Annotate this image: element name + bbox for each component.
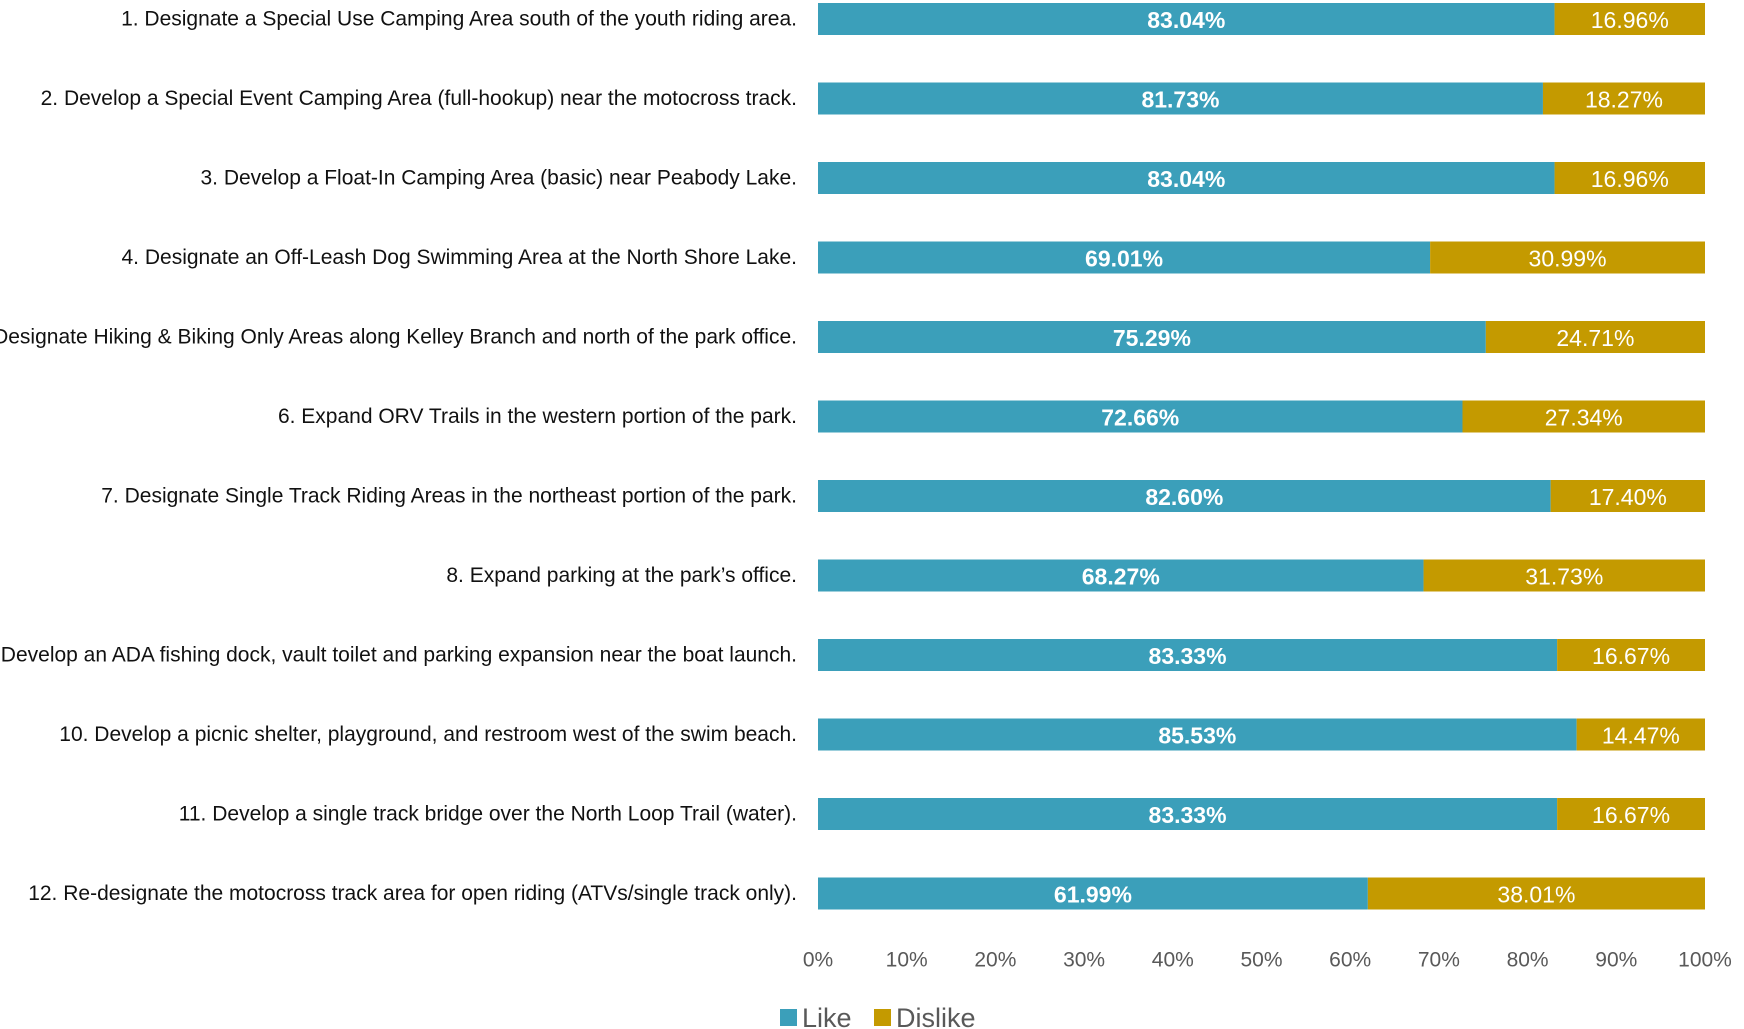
bar-like [818, 241, 1431, 274]
bar-dislike [1557, 639, 1705, 671]
bar-dislike [1430, 241, 1705, 274]
bar-like [818, 162, 1555, 194]
category-labels: 1. Designate a Special Use Camping Area … [0, 8, 797, 906]
bar-dislike [1576, 718, 1705, 751]
bar-dislike [1542, 82, 1705, 115]
x-tick-label: 100% [1678, 949, 1732, 972]
data-label-like: 83.33% [1149, 802, 1227, 828]
data-label-dislike: 38.01% [1497, 882, 1575, 908]
data-label-like: 83.33% [1149, 643, 1227, 669]
bar-like [818, 3, 1555, 35]
data-label-like: 83.04% [1147, 7, 1225, 33]
bar-dislike [1557, 798, 1705, 830]
data-label-dislike: 16.67% [1592, 802, 1670, 828]
category-label: 11. Develop a single track bridge over t… [179, 803, 797, 826]
data-label-dislike: 27.34% [1545, 405, 1623, 431]
x-tick-label: 80% [1507, 949, 1549, 972]
x-axis-ticks: 0% 10% 20% 30% 40% 50% 60% 70% 80% 90% 100% [803, 949, 1732, 972]
bar-like [818, 82, 1543, 115]
bar-like [818, 718, 1577, 751]
category-label: 6. Expand ORV Trails in the western port… [278, 405, 797, 428]
bar-dislike [1462, 400, 1705, 433]
legend: Like Dislike [780, 1003, 976, 1029]
data-label-dislike: 31.73% [1525, 564, 1603, 590]
bar-dislike [1367, 877, 1705, 910]
bar-like [818, 559, 1424, 592]
bar-dislike [1485, 321, 1705, 353]
data-label-like: 61.99% [1054, 882, 1132, 908]
data-label-dislike: 30.99% [1529, 246, 1607, 272]
bar-dislike [1554, 3, 1705, 35]
data-label-like: 82.60% [1145, 484, 1223, 510]
category-label: 4. Designate an Off-Leash Dog Swimming A… [122, 246, 798, 269]
data-label-like: 81.73% [1141, 87, 1219, 113]
legend-swatch-like [780, 1009, 797, 1026]
data-label-like: 69.01% [1085, 246, 1163, 272]
category-label: 5. Designate Hiking & Biking Only Areas … [0, 326, 797, 349]
data-label-like: 83.04% [1147, 166, 1225, 192]
category-label: 7. Designate Single Track Riding Areas i… [101, 485, 797, 508]
x-tick-label: 0% [803, 949, 833, 972]
x-tick-label: 20% [974, 949, 1016, 972]
category-label: 8. Expand parking at the park’s office. [446, 564, 797, 587]
category-label: 3. Develop a Float-In Camping Area (basi… [200, 167, 797, 190]
data-label-like: 68.27% [1082, 564, 1160, 590]
legend-label-like: Like [802, 1003, 852, 1029]
data-label-dislike: 17.40% [1589, 484, 1667, 510]
x-tick-label: 40% [1152, 949, 1194, 972]
x-tick-label: 60% [1329, 949, 1371, 972]
x-tick-label: 10% [886, 949, 928, 972]
bar-like [818, 400, 1463, 433]
data-label-like: 72.66% [1101, 405, 1179, 431]
x-tick-label: 50% [1240, 949, 1282, 972]
data-label-dislike: 18.27% [1585, 87, 1663, 113]
bar-like [818, 877, 1368, 910]
bars: 83.04% 16.96% 81.73% 18.27% 83.04% 16.96% 69.0… [818, 3, 1705, 910]
legend-swatch-dislike [874, 1009, 891, 1026]
data-label-like: 85.53% [1158, 723, 1236, 749]
legend-label-dislike: Dislike [896, 1003, 976, 1029]
bar-dislike [1423, 559, 1705, 592]
bar-like [818, 321, 1486, 353]
data-label-like: 75.29% [1113, 325, 1191, 351]
x-tick-label: 90% [1595, 949, 1637, 972]
data-label-dislike: 16.67% [1592, 643, 1670, 669]
data-label-dislike: 14.47% [1602, 723, 1680, 749]
bar-like [818, 639, 1558, 671]
category-label: 10. Develop a picnic shelter, playground… [59, 723, 797, 746]
bar-dislike [1550, 480, 1705, 512]
data-label-dislike: 24.71% [1556, 325, 1634, 351]
category-label: 9. Develop an ADA fishing dock, vault to… [0, 644, 797, 667]
category-label: 1. Designate a Special Use Camping Area … [121, 8, 797, 31]
bar-like [818, 798, 1558, 830]
category-label: 12. Re-designate the motocross track are… [28, 882, 797, 905]
x-tick-label: 70% [1418, 949, 1460, 972]
bar-like [818, 480, 1551, 512]
bar-dislike [1554, 162, 1705, 194]
category-label: 2. Develop a Special Event Camping Area … [41, 87, 797, 110]
data-label-dislike: 16.96% [1591, 7, 1669, 33]
x-tick-label: 30% [1063, 949, 1105, 972]
data-label-dislike: 16.96% [1591, 166, 1669, 192]
